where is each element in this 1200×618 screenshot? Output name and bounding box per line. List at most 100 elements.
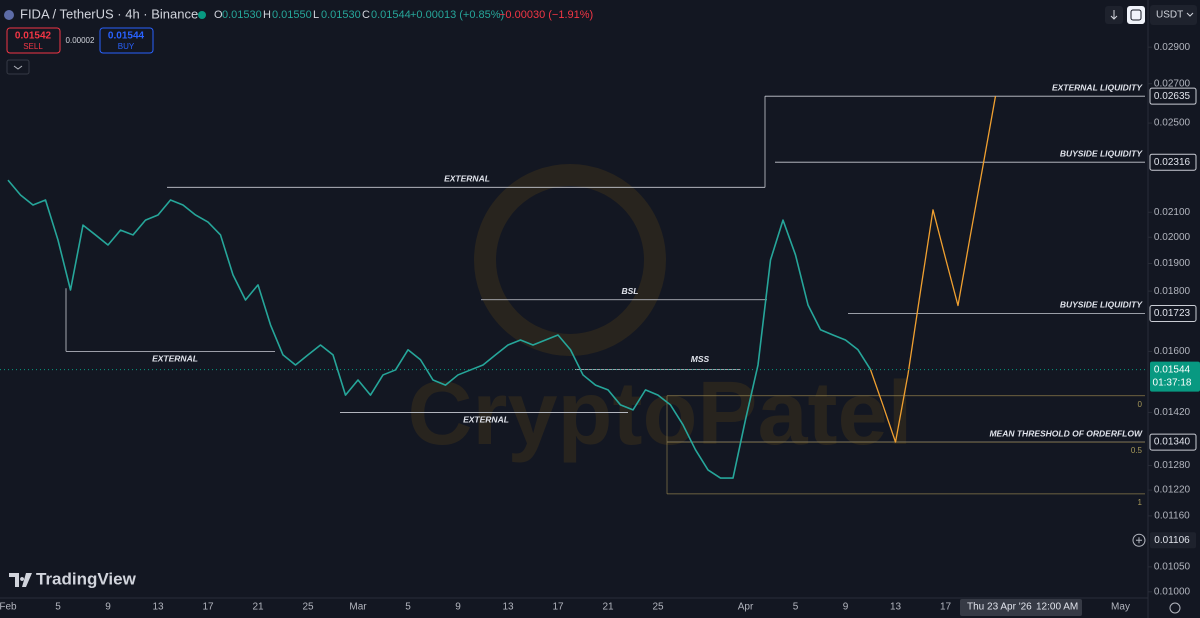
ohlc-value: 0.01530 — [321, 9, 361, 21]
ohlc: O 0.01530 H 0.01550 L 0.01530 C 0.01544 +0.00013… — [214, 9, 504, 21]
axis-label: 0.02635 — [1154, 91, 1191, 102]
crosshair-price-box — [1150, 532, 1196, 549]
level-label: MEAN THRESHOLD OF ORDERFLOW — [989, 428, 1142, 438]
series-line — [7, 179, 872, 479]
sell-button[interactable] — [6, 27, 61, 54]
crosshair-time: 12:00 AM — [1036, 602, 1078, 613]
buy-price[interactable]: 0.01544 — [108, 31, 145, 42]
level-label: MSS — [691, 354, 710, 364]
sell-label[interactable]: SELL — [23, 42, 43, 51]
crosshair-plus-icon — [1136, 537, 1142, 544]
crosshair-price: 0.01106 — [1154, 535, 1190, 546]
x-tick-label: 5 — [55, 602, 61, 613]
ohlc-key: O — [214, 9, 223, 21]
currency-caret[interactable] — [1186, 12, 1194, 17]
x-tick-label: 17 — [202, 602, 214, 613]
x-tick-label: 9 — [455, 602, 461, 613]
y-tick-label: 0.01000 — [1154, 586, 1191, 597]
x-tick-label: 9 — [843, 602, 849, 613]
countdown: 01:37:18 — [1153, 377, 1192, 388]
ohlc-value: 0.01530 — [222, 9, 262, 21]
y-tick-label: 0.01280 — [1154, 460, 1191, 471]
current-price-box — [1150, 361, 1200, 392]
refresh-icon[interactable] — [1130, 9, 1142, 21]
x-tick-label: 17 — [940, 602, 952, 613]
ohlc-key: C — [362, 9, 370, 21]
level-label: BUYSIDE LIQUIDITY — [1060, 148, 1144, 158]
y-tick-label: 0.01600 — [1154, 346, 1191, 357]
level-label: BUYSIDE LIQUIDITY — [1060, 300, 1144, 310]
currency[interactable]: USDT — [1156, 10, 1183, 21]
x-tick-label: 13 — [502, 602, 514, 613]
logo-icon — [9, 573, 32, 587]
collapse-icon[interactable] — [13, 65, 23, 70]
level-label: EXTERNAL — [463, 415, 509, 425]
axis-label-box — [1149, 87, 1197, 105]
buy-label[interactable]: BUY — [118, 42, 135, 51]
y-tick-label: 0.02700 — [1154, 78, 1191, 89]
x-tick-label: 25 — [652, 602, 664, 613]
y-tick-label: 0.02500 — [1154, 118, 1191, 129]
settings-icon — [1169, 602, 1181, 614]
axis-label-box — [1149, 153, 1197, 171]
x-tick-label: 21 — [602, 602, 614, 613]
x-tick-label: 25 — [302, 602, 314, 613]
refresh-button[interactable] — [1127, 6, 1145, 24]
y-tick-label: 0.02100 — [1154, 207, 1191, 218]
x-tick-label: 5 — [405, 602, 411, 613]
level-label: EXTERNAL — [152, 354, 198, 364]
scroll-icon[interactable] — [1110, 10, 1118, 20]
watermark-logo — [474, 164, 666, 356]
watermark: CryptoPatel — [407, 364, 912, 464]
change: +0.00013 (+0.85%) — [410, 9, 504, 21]
y-tick-label: 0.01800 — [1154, 286, 1191, 297]
ohlc-value: 0.01550 — [272, 9, 312, 21]
y-tick-label: 0.01900 — [1154, 258, 1191, 269]
ohlc-value: 0.01544 — [371, 9, 411, 21]
level-label: EXTERNAL LIQUIDITY — [1052, 82, 1143, 92]
ohlc-key: H — [263, 9, 271, 21]
x-tick-label: 21 — [252, 602, 264, 613]
x-tick-label: Feb — [0, 602, 17, 613]
x-tick-label: 9 — [105, 602, 111, 613]
crosshair-date: Thu 23 Apr '26 — [967, 602, 1032, 613]
collapse-button[interactable] — [6, 59, 30, 75]
axis-label-box — [1149, 304, 1197, 322]
symbol: FIDA / TetherUS · 4h · Binance — [20, 6, 198, 21]
logo: TradingView — [36, 569, 137, 588]
change-2: −0.00030 (−1.91%) — [499, 9, 593, 21]
buy-button[interactable] — [99, 27, 154, 54]
crosshair-plus — [1132, 533, 1146, 547]
axis-label: 0.01340 — [1154, 437, 1191, 448]
spread: 0.00002 — [66, 36, 95, 45]
x-tick-label: Mar — [349, 602, 367, 613]
level-label: EXTERNAL — [444, 174, 490, 184]
sell-price[interactable]: 0.01542 — [15, 31, 52, 42]
y-tick-label: 0.01420 — [1154, 407, 1191, 418]
fib-label: 0.5 — [1131, 446, 1143, 455]
x-tick-label: 13 — [890, 602, 902, 613]
axis-label: 0.02316 — [1154, 157, 1191, 168]
x-tick-label: May — [1111, 602, 1130, 613]
y-tick-label: 0.02900 — [1154, 42, 1191, 53]
symbol-icon — [4, 10, 14, 20]
level-label: BSL — [622, 286, 639, 296]
fib-label: 0 — [1138, 400, 1143, 409]
currency-button[interactable] — [1150, 5, 1197, 25]
x-tick-label: 5 — [793, 602, 799, 613]
ohlc-key: L — [313, 9, 319, 21]
y-tick-label: 0.01220 — [1154, 485, 1191, 496]
axis-label-box — [1149, 433, 1197, 451]
y-tick-label: 0.01050 — [1154, 562, 1191, 573]
x-tick-label: Apr — [738, 602, 754, 613]
current-price: 0.01544 — [1154, 364, 1191, 375]
y-tick-label: 0.02000 — [1154, 232, 1191, 243]
y-tick-label: 0.01160 — [1154, 511, 1190, 522]
status-dot — [198, 11, 206, 19]
axis-label: 0.01723 — [1154, 308, 1191, 319]
x-tick-label: 17 — [552, 602, 564, 613]
series-line — [869, 96, 997, 443]
x-tick-label: 13 — [152, 602, 164, 613]
